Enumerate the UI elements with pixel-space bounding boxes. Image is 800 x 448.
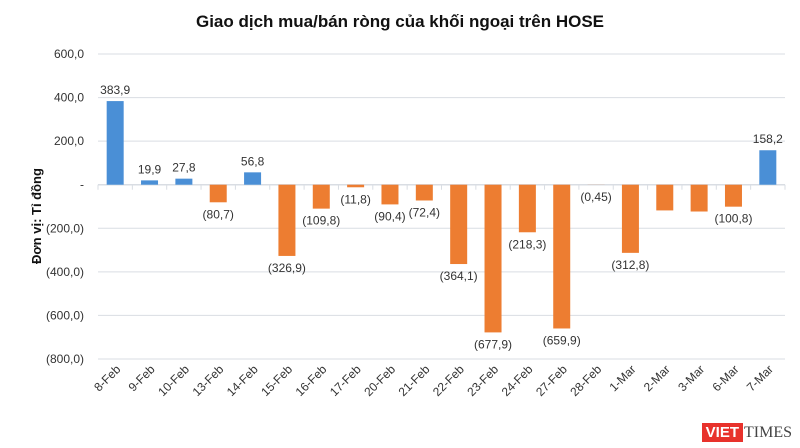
bar-21-Feb [415, 184, 433, 201]
bar-15-Feb [278, 184, 296, 256]
bar-14-Feb [244, 172, 262, 185]
bar-3-Mar [690, 184, 708, 212]
bar-20-Feb [381, 184, 399, 205]
x-tick-label: 3-Mar [675, 362, 707, 394]
x-tick-label: 23-Feb [464, 362, 501, 399]
y-tick-label: (800,0) [46, 352, 84, 366]
x-tick-label: 2-Mar [641, 362, 673, 394]
data-label: 158,2 [753, 132, 783, 146]
x-tick-label: 21-Feb [396, 362, 433, 399]
x-tick-label: 17-Feb [327, 362, 364, 399]
data-label: 383,9 [100, 83, 130, 97]
bar-13-Feb [209, 184, 227, 203]
data-label: 19,9 [138, 162, 162, 176]
x-tick-label: 22-Feb [430, 362, 467, 399]
data-label: (0,45) [580, 190, 611, 204]
x-tick-label: 20-Feb [361, 362, 398, 399]
y-tick-label: 600,0 [54, 47, 84, 61]
data-label: (659,9) [543, 333, 581, 347]
x-tick-label: 1-Mar [606, 362, 638, 394]
data-label: 56,8 [241, 154, 265, 168]
bar-2-Mar [656, 184, 674, 211]
x-tick-label: 6-Mar [710, 362, 742, 394]
y-tick-label: (600,0) [46, 308, 84, 322]
bar-27-Feb [553, 184, 571, 329]
logo-part1: VIET [701, 423, 743, 442]
y-axis-label: Đơn vị: Tỉ đồng [29, 168, 44, 264]
bar-1-Mar [621, 184, 639, 253]
data-label: (80,7) [203, 207, 234, 221]
viettimes-logo: VIET TIMES [701, 423, 792, 442]
bar-10-Feb [175, 178, 193, 185]
data-label: (100,8) [714, 212, 752, 226]
logo-part2: TIMES [744, 423, 792, 441]
chart-title: Giao dịch mua/bán ròng của khối ngoại tr… [196, 12, 604, 31]
x-tick-label: 10-Feb [155, 362, 192, 399]
bar-9-Feb [141, 180, 159, 185]
y-tick-label: 400,0 [54, 91, 84, 105]
data-label: (364,1) [440, 269, 478, 283]
x-tick-label: 15-Feb [258, 362, 295, 399]
data-label: (72,4) [409, 205, 440, 219]
bar-16-Feb [312, 184, 330, 209]
y-tick-label: - [80, 178, 84, 192]
data-label: (218,3) [508, 237, 546, 251]
y-tick-label: 200,0 [54, 134, 84, 148]
x-tick-label: 7-Mar [744, 362, 776, 394]
data-label: (90,4) [374, 209, 405, 223]
x-tick-label: 8-Feb [91, 362, 123, 394]
x-tick-label: 24-Feb [499, 362, 536, 399]
bar-23-Feb [484, 184, 502, 333]
x-tick-label: 27-Feb [533, 362, 570, 399]
y-tick-label: (200,0) [46, 221, 84, 235]
x-tick-label: 28-Feb [567, 362, 604, 399]
bar-22-Feb [450, 184, 468, 265]
data-label: (109,8) [302, 214, 340, 228]
data-label: (677,9) [474, 337, 512, 351]
data-label: (326,9) [268, 261, 306, 275]
bar-8-Feb [106, 101, 124, 185]
bar-24-Feb [518, 184, 536, 233]
x-tick-label: 9-Feb [126, 362, 158, 394]
x-tick-label: 14-Feb [224, 362, 261, 399]
x-tick-label: 13-Feb [190, 362, 227, 399]
y-tick-label: (400,0) [46, 265, 84, 279]
data-label: 27,8 [172, 161, 196, 175]
data-label: (312,8) [611, 258, 649, 272]
bar-17-Feb [347, 184, 365, 188]
bar-6-Mar [724, 184, 742, 207]
bar-7-Mar [759, 150, 777, 185]
x-tick-label: 16-Feb [293, 362, 330, 399]
data-label: (11,8) [340, 192, 370, 206]
